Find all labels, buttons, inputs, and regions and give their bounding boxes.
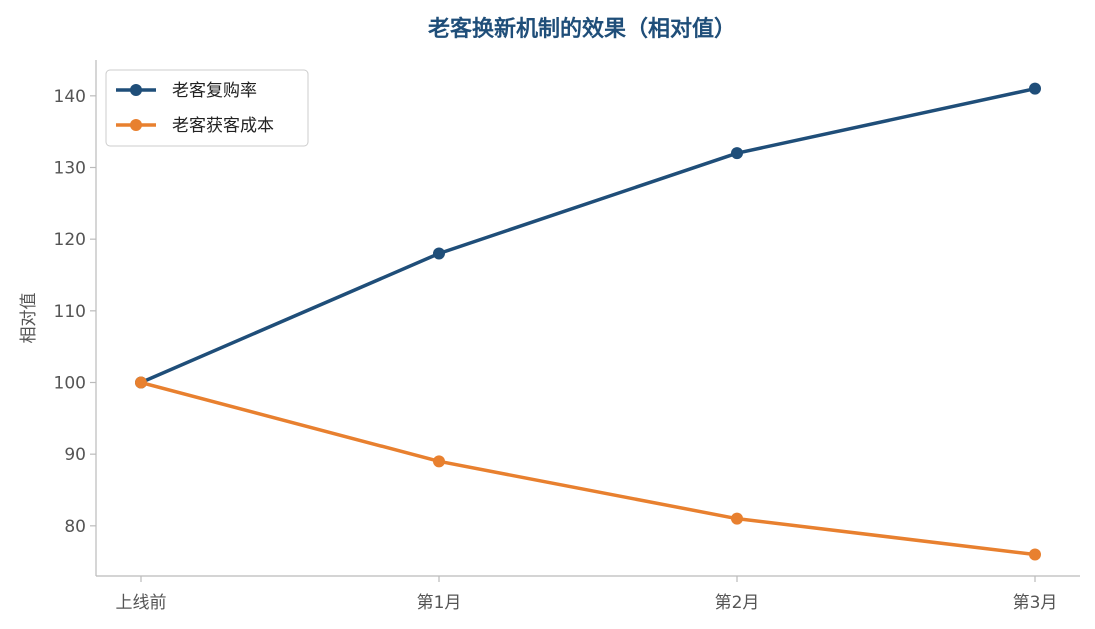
- chart-title: 老客换新机制的效果（相对值）: [427, 16, 736, 42]
- series-2: [135, 376, 1041, 561]
- y-axis-label: 相对值: [19, 293, 39, 344]
- y-tick-label: 80: [64, 517, 86, 537]
- data-point: [731, 147, 743, 160]
- legend-marker: [130, 84, 142, 96]
- legend-label: 老客复购率: [172, 81, 257, 101]
- y-tick-label: 100: [54, 374, 86, 394]
- axes: 80 90 100 110 120 130 140 上线前 第1月 第2月 第3月: [54, 60, 1080, 613]
- x-tick-label: 第1月: [417, 593, 462, 613]
- legend-box: [105, 69, 309, 147]
- series-layer: [135, 82, 1041, 561]
- data-point: [433, 455, 445, 468]
- x-tick-label: 第2月: [715, 593, 760, 613]
- y-tick-label: 140: [54, 87, 86, 107]
- data-point: [135, 376, 147, 389]
- series-line: [140, 86, 1036, 385]
- legend-label: 老客获客成本: [172, 116, 274, 136]
- y-tick-label: 130: [54, 159, 86, 179]
- y-tick-label: 110: [54, 302, 86, 322]
- x-tick-label: 第3月: [1013, 593, 1058, 613]
- x-tick-label: 上线前: [116, 593, 167, 613]
- data-point: [1029, 548, 1041, 561]
- y-tick-label: 90: [64, 445, 86, 465]
- y-tick-label: 120: [54, 230, 86, 250]
- data-point: [731, 512, 743, 525]
- series-line: [140, 380, 1036, 557]
- data-point: [1029, 82, 1041, 95]
- data-point: [433, 247, 445, 260]
- legend-marker: [130, 119, 142, 131]
